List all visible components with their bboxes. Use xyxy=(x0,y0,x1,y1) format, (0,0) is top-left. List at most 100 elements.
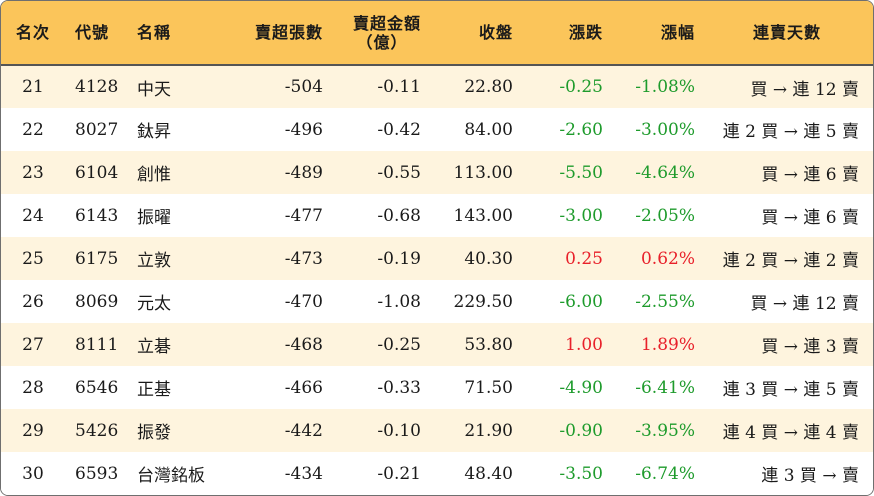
cell-close: 22.80 xyxy=(464,77,513,97)
table-row: 22 8027 鈦昇 -496 -0.42 84.00 -2.60 -3.00% 連 2 買 →… xyxy=(1,108,873,151)
cell-close: 113.00 xyxy=(453,162,513,183)
cell-streak: 買 → 連 12 賣 xyxy=(750,79,860,100)
cell-streak: 連 3 買 → 連 5 賣 xyxy=(722,380,859,400)
cell-net-sell-volume: -470 xyxy=(284,291,323,312)
cell-close: 21.90 xyxy=(464,420,513,441)
cell-name: 振發 xyxy=(137,423,171,443)
cell-change-pct: -1.08% xyxy=(635,77,695,97)
cell-change: -0.25 xyxy=(559,77,603,97)
cell-close: 48.40 xyxy=(464,463,513,484)
cell-close: 229.50 xyxy=(453,291,513,312)
header-name: 名稱 xyxy=(127,1,223,66)
cell-streak: 連 3 買 → 賣 xyxy=(761,466,859,486)
header-code: 代號 xyxy=(65,1,127,66)
cell-change-pct: 1.89% xyxy=(640,334,695,355)
cell-code: 6104 xyxy=(75,162,119,183)
cell-net-sell-volume: -473 xyxy=(284,248,323,269)
cell-net-sell-volume: -504 xyxy=(284,77,323,97)
cell-close: 84.00 xyxy=(464,119,513,140)
cell-close: 53.80 xyxy=(464,334,513,355)
cell-name: 振曜 xyxy=(137,208,171,228)
cell-change-pct: -2.55% xyxy=(635,291,695,312)
cell-net-sell-amount: -0.10 xyxy=(377,420,421,441)
cell-net-sell-volume: -434 xyxy=(284,463,323,484)
cell-close: 143.00 xyxy=(453,205,513,226)
cell-net-sell-amount: -0.42 xyxy=(377,119,421,140)
cell-code: 6546 xyxy=(75,377,119,398)
cell-change: -3.50 xyxy=(559,463,603,484)
cell-net-sell-amount: -0.21 xyxy=(377,463,421,484)
cell-rank: 27 xyxy=(22,334,44,355)
cell-change-pct: -3.00% xyxy=(635,119,695,140)
table-row: 27 8111 立碁 -468 -0.25 53.80 1.00 1.89% 買 → 連 3 賣 xyxy=(1,323,873,366)
cell-change: -2.60 xyxy=(559,119,603,140)
header-row: 名次 代號 名稱 賣超張數 賣超金額 （億） 收盤 漲跌 漲幅 連賣天數 xyxy=(1,1,873,66)
header-rank: 名次 xyxy=(1,1,65,66)
cell-name: 中天 xyxy=(137,79,171,100)
table-row: 28 6546 正基 -466 -0.33 71.50 -4.90 -6.41% 連 3 買 →… xyxy=(1,366,873,409)
cell-change-pct: -6.41% xyxy=(635,377,695,398)
table-row: 26 8069 元太 -470 -1.08 229.50 -6.00 -2.55% 買 → 連 … xyxy=(1,280,873,323)
table-row: 23 6104 創惟 -489 -0.55 113.00 -5.50 -4.64% 買 → 連 … xyxy=(1,151,873,194)
cell-change: 0.25 xyxy=(565,248,603,269)
cell-streak: 連 2 買 → 連 5 賣 xyxy=(722,122,859,142)
header-net-sell-volume: 賣超張數 xyxy=(223,1,329,66)
header-close: 收盤 xyxy=(427,1,519,66)
cell-rank: 26 xyxy=(22,291,44,312)
cell-rank: 29 xyxy=(22,420,44,441)
cell-streak: 買 → 連 3 賣 xyxy=(761,337,859,357)
cell-change-pct: -3.95% xyxy=(635,420,695,441)
header-net-sell-amount: 賣超金額 （億） xyxy=(329,1,427,66)
cell-name: 立碁 xyxy=(137,337,171,357)
cell-net-sell-amount: -0.33 xyxy=(377,377,421,398)
cell-streak: 連 2 買 → 連 2 賣 xyxy=(722,251,859,271)
cell-net-sell-volume: -477 xyxy=(284,205,323,226)
table-row: 25 6175 立敦 -473 -0.19 40.30 0.25 0.62% 連 2 買 → 連… xyxy=(1,237,873,280)
cell-name: 鈦昇 xyxy=(137,122,171,142)
cell-net-sell-volume: -466 xyxy=(284,377,323,398)
table-row: 29 5426 振發 -442 -0.10 21.90 -0.90 -3.95% 連 4 買 →… xyxy=(1,409,873,452)
cell-code: 8027 xyxy=(75,119,119,140)
cell-rank: 25 xyxy=(22,248,44,269)
cell-code: 6143 xyxy=(75,205,119,226)
cell-streak: 連 4 買 → 連 4 賣 xyxy=(722,423,859,443)
cell-name: 立敦 xyxy=(137,251,171,271)
cell-code: 8111 xyxy=(75,334,119,355)
header-net-sell-amount-line1: 賣超金額 xyxy=(352,13,421,33)
cell-net-sell-volume: -496 xyxy=(284,119,323,140)
cell-net-sell-amount: -0.55 xyxy=(377,162,421,183)
header-change-pct: 漲幅 xyxy=(609,1,701,66)
table-header: 名次 代號 名稱 賣超張數 賣超金額 （億） 收盤 漲跌 漲幅 連賣天數 xyxy=(1,1,873,66)
cell-change: 1.00 xyxy=(565,334,603,355)
table-row: 24 6143 振曜 -477 -0.68 143.00 -3.00 -2.05% 買 → 連 … xyxy=(1,194,873,237)
cell-streak: 買 → 連 6 賣 xyxy=(761,165,859,185)
cell-name: 元太 xyxy=(137,294,171,314)
cell-change-pct: -6.74% xyxy=(635,463,695,484)
cell-rank: 22 xyxy=(22,119,44,140)
cell-close: 71.50 xyxy=(464,377,513,398)
cell-change-pct: 0.62% xyxy=(640,248,695,269)
cell-streak: 買 → 連 12 賣 xyxy=(750,294,860,314)
cell-streak: 買 → 連 6 賣 xyxy=(761,208,859,228)
cell-net-sell-volume: -468 xyxy=(284,334,323,355)
cell-code: 6175 xyxy=(75,248,119,269)
cell-rank: 28 xyxy=(22,377,44,398)
cell-close: 40.30 xyxy=(464,248,513,269)
cell-code: 8069 xyxy=(75,291,119,312)
cell-change: -0.90 xyxy=(559,420,603,441)
cell-code: 6593 xyxy=(75,463,119,484)
cell-change: -4.90 xyxy=(559,377,603,398)
cell-net-sell-amount: -1.08 xyxy=(377,291,421,312)
cell-net-sell-volume: -442 xyxy=(284,420,323,441)
cell-net-sell-amount: -0.68 xyxy=(377,205,421,226)
cell-net-sell-volume: -489 xyxy=(284,162,323,183)
cell-change-pct: -2.05% xyxy=(635,205,695,226)
cell-net-sell-amount: -0.25 xyxy=(377,334,421,355)
cell-rank: 24 xyxy=(22,205,44,226)
table-body: 21 4128 中天 -504 -0.11 22.80 -0.25 -1.08% 買 → 連 1… xyxy=(1,65,873,495)
cell-name: 創惟 xyxy=(137,165,171,185)
cell-rank: 30 xyxy=(22,463,44,484)
cell-name: 台灣銘板 xyxy=(137,466,205,486)
